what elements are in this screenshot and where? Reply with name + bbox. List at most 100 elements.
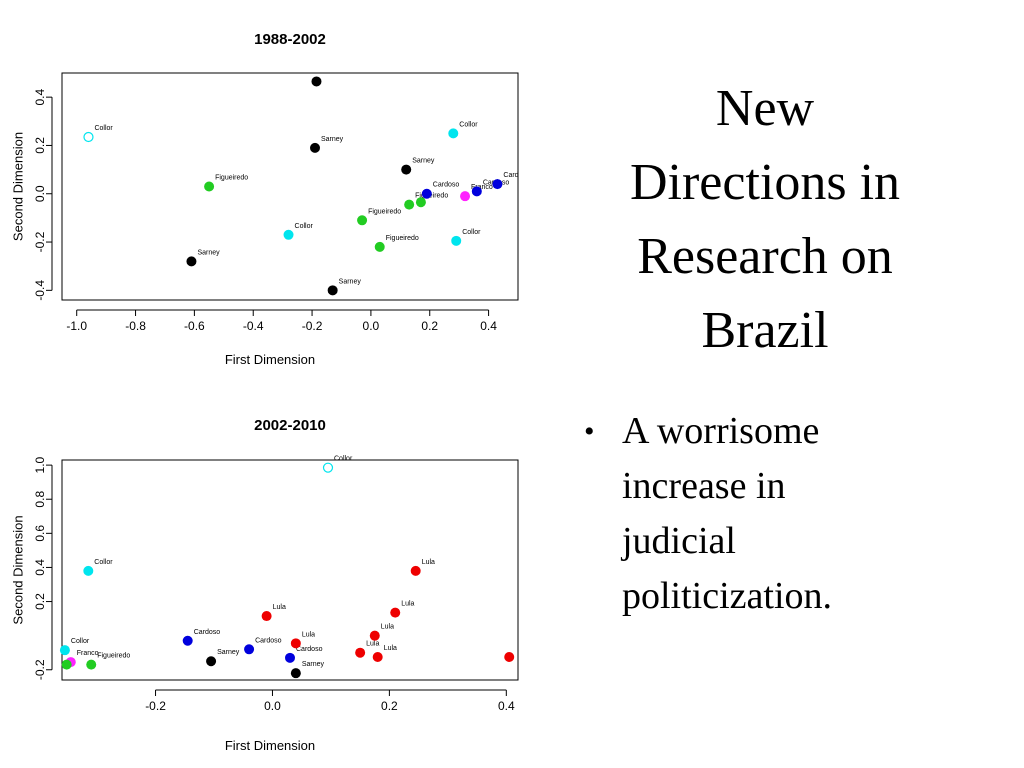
bullet-line: politicization.: [622, 575, 833, 617]
chart-title: 2002-2010: [254, 417, 326, 434]
data-point: [415, 197, 426, 208]
point-label: Lula: [401, 601, 414, 608]
y-tick-label: 0.4: [33, 559, 47, 576]
data-point: [311, 76, 322, 87]
bullet-line: A worrisome: [622, 410, 820, 452]
plot-frame: [61, 72, 519, 301]
y-tick-label: -0.2: [33, 231, 47, 252]
y-tick-label: -0.2: [33, 659, 47, 680]
data-point: [374, 241, 385, 252]
slide-title: New Directions in Research on Brazil: [575, 72, 955, 368]
point-label: Collor: [334, 456, 353, 463]
x-tick-label: 0.2: [381, 699, 398, 713]
point-label: Sarney: [339, 278, 362, 285]
y-tick-label: 0.2: [33, 137, 47, 154]
point-label: Franco: [77, 650, 99, 657]
data-point: [59, 645, 70, 656]
bullet-line: increase in: [622, 465, 786, 507]
data-point: [372, 651, 383, 662]
x-axis-label: First Dimension: [225, 352, 315, 367]
data-point: [421, 188, 432, 199]
data-point: [290, 668, 301, 679]
x-tick-label: -0.2: [302, 319, 323, 333]
data-point: [244, 644, 255, 655]
point-label: Figueiredo: [368, 208, 401, 215]
point-label: Cardoso: [194, 629, 221, 636]
y-tick-label: 0.2: [33, 593, 47, 610]
data-point: [327, 285, 338, 296]
x-tick-label: -1.0: [66, 319, 87, 333]
data-point: [322, 462, 334, 473]
title-line: New: [715, 80, 815, 137]
data-point: [310, 142, 321, 153]
data-point: [401, 164, 412, 175]
x-tick-label: -0.6: [184, 319, 205, 333]
data-point: [357, 215, 368, 226]
title-line: Directions in: [629, 154, 901, 211]
title-line: Research on: [637, 228, 893, 285]
x-tick-label: 0.2: [421, 319, 438, 333]
point-label: Sarney: [321, 136, 344, 143]
point-label: Lula: [384, 645, 397, 652]
x-axis-label: First Dimension: [225, 738, 315, 753]
data-point: [285, 652, 295, 663]
point-label: Lula: [422, 559, 435, 566]
point-label: Figueiredo: [386, 235, 419, 242]
point-label: Sarney: [302, 661, 325, 668]
data-point: [61, 659, 72, 670]
data-point: [504, 651, 515, 662]
data-point: [83, 131, 94, 143]
charts-area: 1988-2002 -1.0 -0.8 -0.6 -0.4 -0.2 0.0 0.2 0.4 -0…: [11, 31, 519, 753]
y-tick-label: -0.4: [33, 280, 47, 301]
x-tick-label: -0.2: [145, 699, 166, 713]
data-point: [283, 229, 294, 240]
point-label: Lula: [273, 604, 286, 611]
point-label: Sarney: [412, 158, 435, 165]
plot-frame: [61, 459, 519, 681]
y-axis-label: Second Dimension: [11, 515, 26, 624]
data-point: [451, 235, 462, 246]
y-tick-label: 1.0: [33, 456, 47, 473]
point-label: Lula: [302, 631, 315, 638]
point-label: Figueiredo: [215, 175, 248, 182]
point-label: Collor: [71, 638, 90, 645]
bullet-dot-icon: •: [584, 415, 595, 448]
data-point: [261, 611, 272, 622]
point-label: Sarney: [197, 249, 220, 256]
point-label: Lula: [381, 624, 394, 631]
point-label: Figueiredo: [97, 653, 130, 660]
x-tick-label: 0.4: [480, 319, 497, 333]
point-label: Figueiredo: [415, 193, 448, 200]
bullet-list: • A worrisome increase in judicial polit…: [580, 404, 910, 624]
point-label: Collor: [459, 121, 478, 128]
y-tick-label: 0.8: [33, 491, 47, 508]
x-tick-label: 0.0: [264, 699, 281, 713]
point-label: Sarney: [217, 649, 240, 656]
point-label: Cardoso: [433, 182, 460, 189]
point-label: Collor: [94, 125, 113, 132]
data-point: [182, 635, 193, 646]
y-tick-label: 0.4: [33, 88, 47, 105]
point-label: Cardoso: [296, 646, 323, 653]
data-point: [369, 630, 380, 641]
data-point: [206, 656, 217, 667]
x-tick-label: 0.0: [363, 319, 380, 333]
bullet-item: • A worrisome increase in judicial polit…: [580, 404, 910, 624]
data-point: [186, 256, 197, 267]
data-point: [290, 638, 301, 649]
data-point: [204, 181, 215, 192]
y-tick-label: 0.6: [33, 525, 47, 542]
x-tick-label: -0.4: [243, 319, 264, 333]
title-line: Brazil: [701, 302, 829, 359]
y-tick-label: 0.0: [33, 185, 47, 202]
point-label: Lula: [366, 641, 379, 648]
data-point: [471, 186, 482, 197]
data-point: [390, 607, 401, 618]
data-point: [404, 199, 415, 210]
data-point: [492, 179, 503, 190]
data-point: [410, 565, 421, 576]
point-label: Collor: [94, 559, 113, 566]
point-label: Collor: [462, 229, 481, 236]
y-axis-label: Second Dimension: [11, 132, 26, 241]
chart-title: 1988-2002: [254, 31, 326, 48]
